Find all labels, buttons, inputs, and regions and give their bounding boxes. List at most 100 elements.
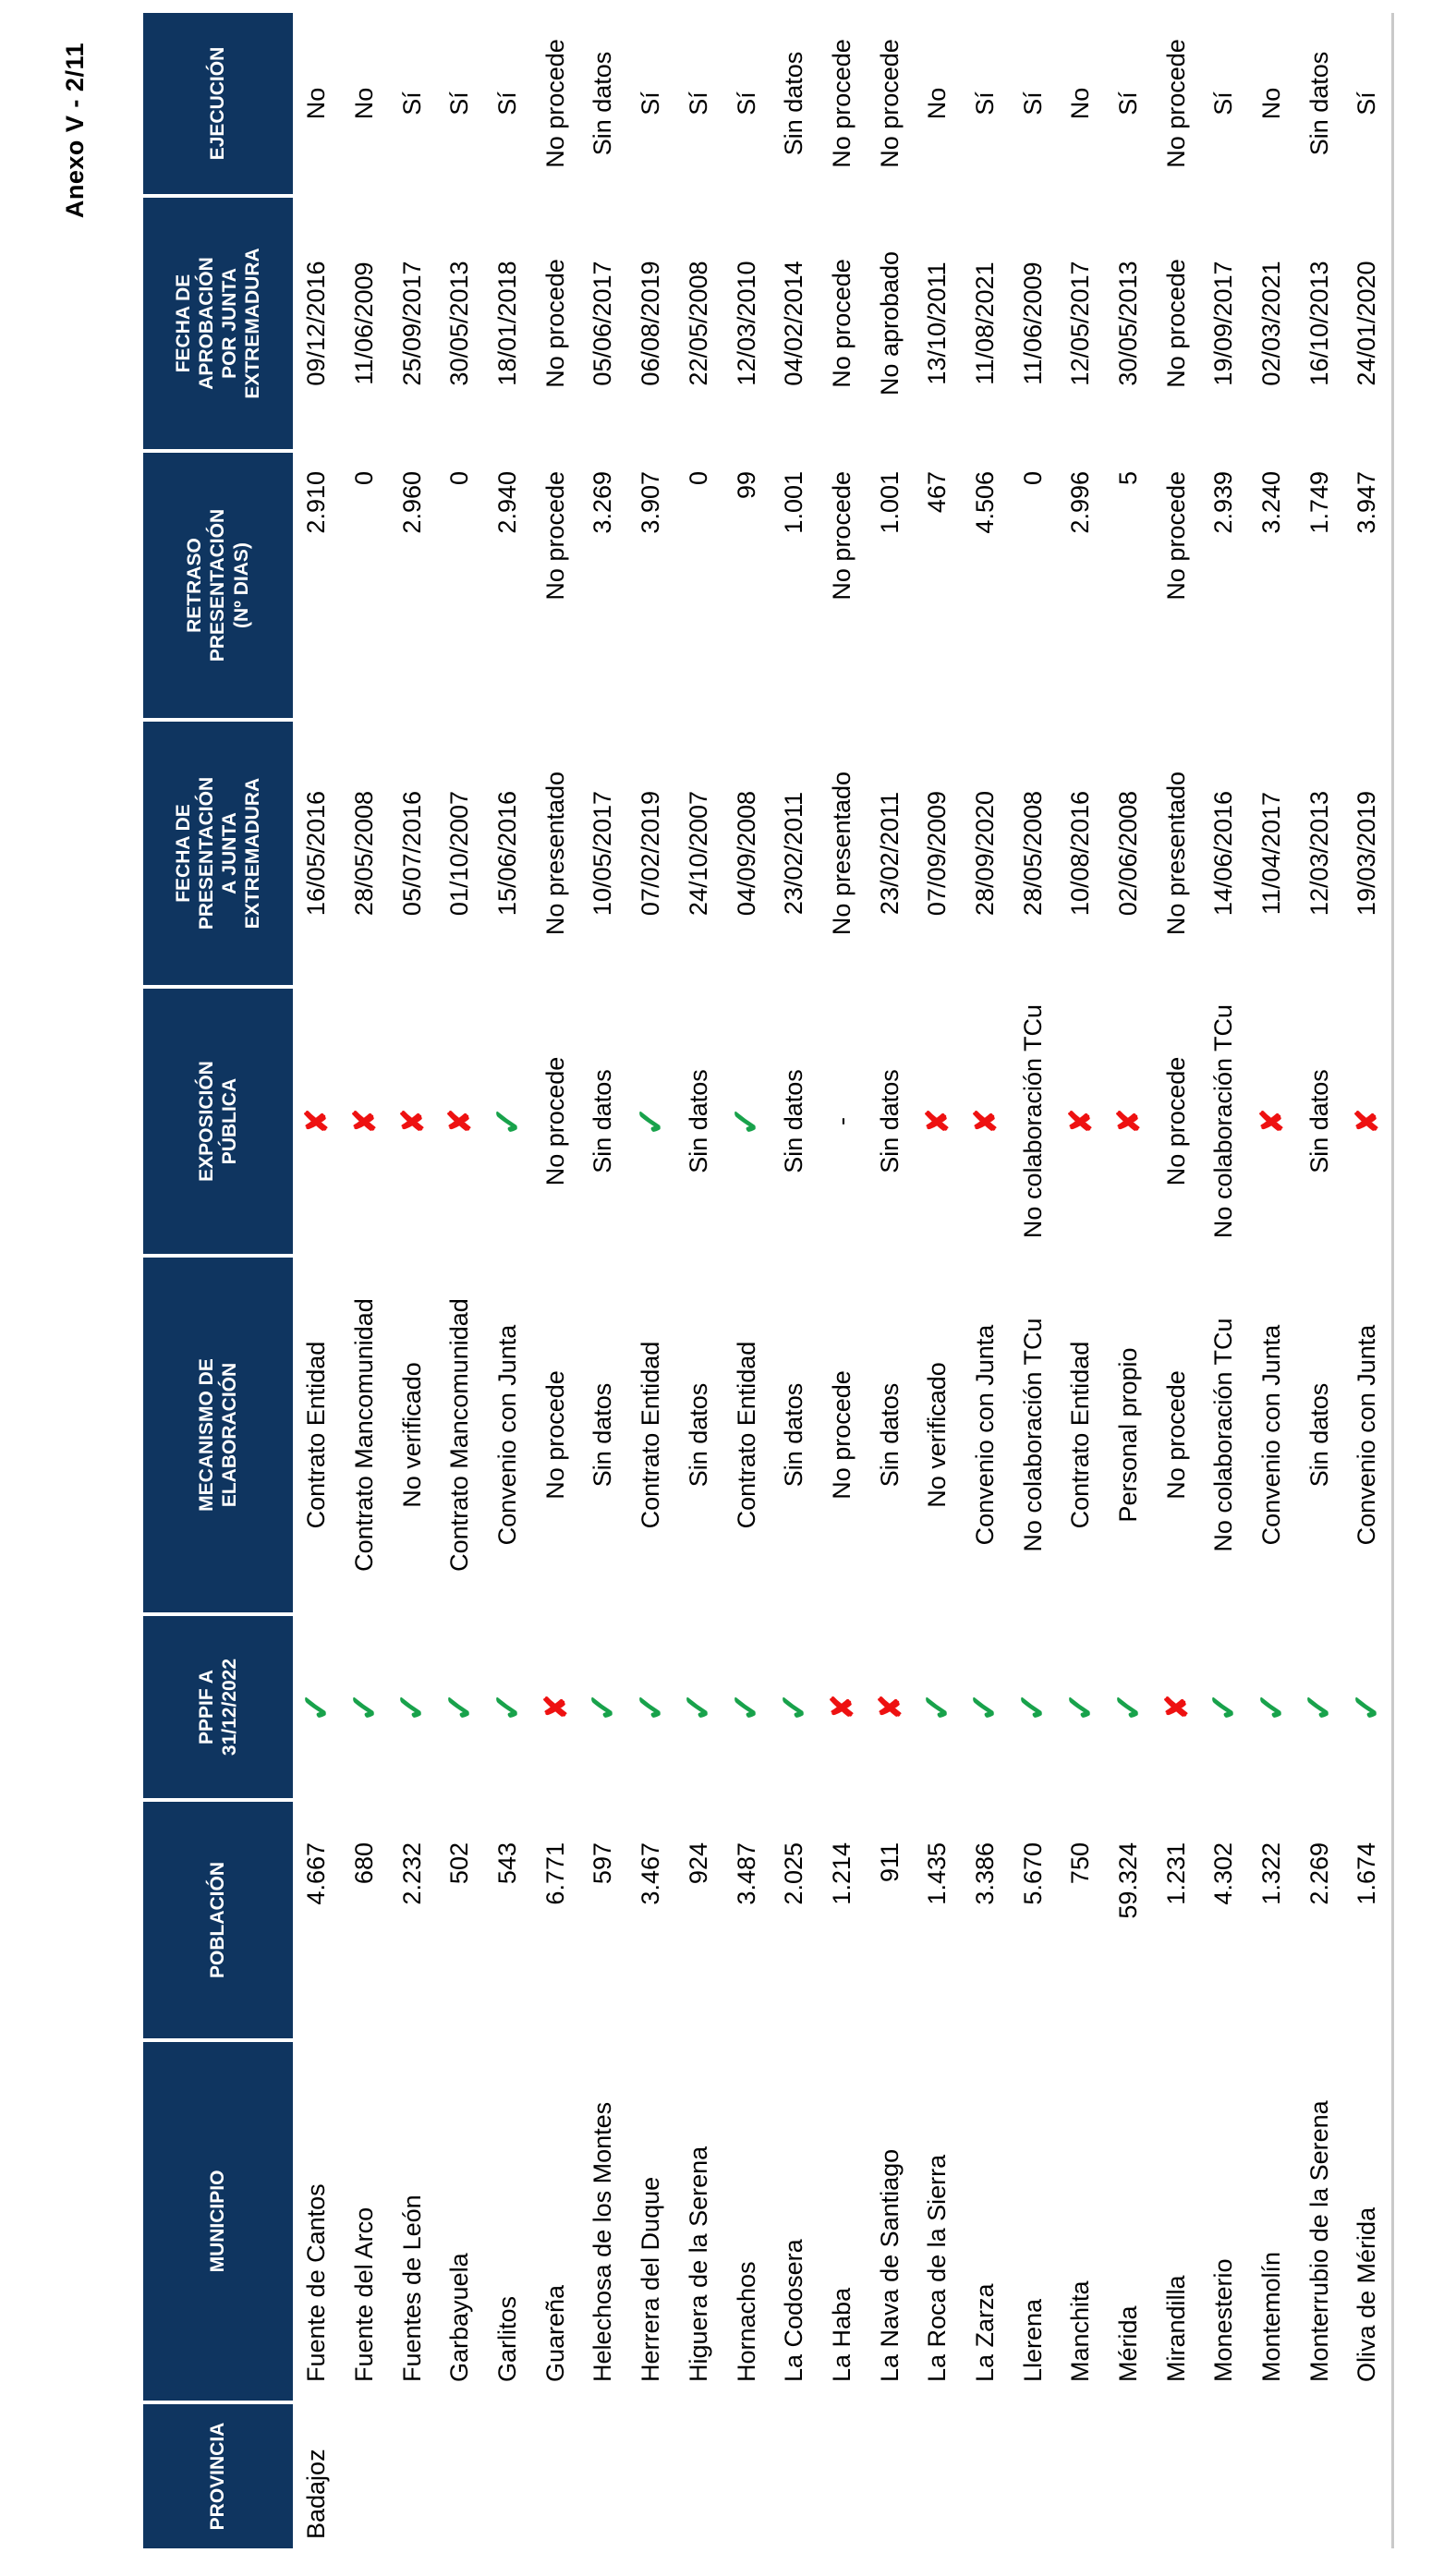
cell-ejecucion: Sí xyxy=(732,91,760,115)
cell-pppif-check-icon: ✓ xyxy=(1299,1691,1341,1723)
cell-fecha-presentacion: 16/05/2016 xyxy=(302,790,331,917)
cell-provincia xyxy=(341,2404,389,2548)
cell-fecha-presentacion: 14/06/2016 xyxy=(1209,790,1238,917)
cell-municipio: Oliva de Mérida xyxy=(1353,2206,1381,2382)
cell-exposicion: No colaboración TCu xyxy=(1209,1003,1238,1239)
cell-fecha-aprobacion: 09/12/2016 xyxy=(302,261,331,386)
table-row: La Nava de Santiago 911 ✘ Sin datos Sin … xyxy=(866,13,914,2548)
cell-pppif-check-icon: ✓ xyxy=(582,1691,624,1723)
cell-fecha-presentacion: 24/10/2007 xyxy=(684,790,712,917)
cell-fecha-presentacion: 01/10/2007 xyxy=(445,790,474,917)
cell-mecanismo: Convenio con Junta xyxy=(493,1324,522,1546)
cell-provincia xyxy=(388,2404,436,2548)
cell-retraso: 2.910 xyxy=(302,471,331,534)
cell-ejecucion: Sin datos xyxy=(588,51,617,156)
cell-municipio: Llerena xyxy=(1018,2298,1047,2382)
cell-fecha-presentacion: No presentado xyxy=(827,771,855,936)
cell-retraso: 467 xyxy=(923,471,952,514)
cell-ejecucion: Sin datos xyxy=(1304,51,1333,156)
cell-poblacion: 924 xyxy=(684,1842,712,1885)
cell-ejecucion: Sí xyxy=(445,91,474,115)
cell-pppif-check-icon: ✓ xyxy=(678,1691,720,1723)
cell-fecha-aprobacion: 05/06/2017 xyxy=(588,261,617,386)
table-row: Mirandilla 1.231 ✘ No procede No procede… xyxy=(1152,13,1200,2548)
cell-fecha-presentacion: 07/09/2009 xyxy=(923,790,952,917)
cell-pppif-check-icon: ✓ xyxy=(439,1691,480,1723)
cell-poblacion: 1.322 xyxy=(1257,1842,1286,1905)
cell-retraso: 1.001 xyxy=(875,471,904,534)
cell-poblacion: 4.302 xyxy=(1209,1842,1238,1905)
cell-exposicion-check-icon: ✓ xyxy=(487,1105,528,1137)
cell-exposicion-cross-icon: ✘ xyxy=(299,1108,334,1135)
cell-mecanismo: Contrato Entidad xyxy=(302,1341,331,1529)
cell-municipio: Mirandilla xyxy=(1161,2275,1190,2382)
cell-mecanismo: Contrato Entidad xyxy=(732,1341,760,1529)
cell-mecanismo: No procede xyxy=(540,1370,569,1500)
table-row: Monterrubio de la Serena 2.269 ✓ Sin dat… xyxy=(1295,13,1343,2548)
cell-provincia xyxy=(1152,2404,1200,2548)
cell-exposicion-cross-icon: ✘ xyxy=(967,1108,1002,1135)
cell-provincia xyxy=(675,2404,723,2548)
cell-fecha-aprobacion: 25/09/2017 xyxy=(397,261,426,386)
cell-poblacion: 750 xyxy=(1066,1842,1095,1885)
cell-provincia xyxy=(914,2404,962,2548)
cell-provincia xyxy=(627,2404,675,2548)
cell-mecanismo: Sin datos xyxy=(780,1382,808,1488)
cell-poblacion: 1.231 xyxy=(1161,1842,1190,1905)
table-row: Oliva de Mérida 1.674 ✓ Convenio con Jun… xyxy=(1343,13,1391,2548)
cell-ejecucion: No procede xyxy=(827,39,855,168)
table-row: La Codosera 2.025 ✓ Sin datos Sin datos … xyxy=(770,13,819,2548)
cell-exposicion: No procede xyxy=(1161,1056,1190,1186)
cell-poblacion: 5.670 xyxy=(1018,1842,1047,1905)
cell-mecanismo: No verificado xyxy=(923,1362,952,1508)
cell-fecha-aprobacion: 02/03/2021 xyxy=(1257,261,1286,386)
cell-municipio: Fuente del Arco xyxy=(350,2206,379,2382)
cell-ejecucion: No xyxy=(923,87,952,120)
cell-pppif-check-icon: ✓ xyxy=(1203,1691,1244,1723)
cell-municipio: Guareña xyxy=(540,2284,569,2382)
cell-fecha-presentacion: 23/02/2011 xyxy=(875,791,904,916)
cell-exposicion: No colaboración TCu xyxy=(1018,1003,1047,1239)
cell-retraso: 1.001 xyxy=(780,471,808,534)
header-cell-exposicion: EXPOSICIÓN PÚBLICA xyxy=(143,989,293,1254)
cell-poblacion: 1.435 xyxy=(923,1842,952,1905)
cell-retraso: No procede xyxy=(540,471,569,601)
cell-poblacion: 911 xyxy=(875,1842,904,1883)
cell-poblacion: 1.674 xyxy=(1353,1842,1381,1905)
cell-municipio: Manchita xyxy=(1066,2280,1095,2382)
cell-pppif-check-icon: ✓ xyxy=(1013,1691,1054,1723)
cell-provincia xyxy=(436,2404,484,2548)
table-row: Llerena 5.670 ✓ No colaboración TCu No c… xyxy=(1009,13,1057,2548)
cell-fecha-presentacion: 10/08/2016 xyxy=(1066,790,1095,917)
cell-mecanismo: Sin datos xyxy=(875,1382,904,1488)
cell-exposicion-cross-icon: ✘ xyxy=(1255,1108,1290,1135)
cell-pppif-check-icon: ✓ xyxy=(1060,1691,1101,1723)
cell-municipio: Fuente de Cantos xyxy=(302,2183,331,2382)
cell-ejecucion: Sí xyxy=(637,91,665,115)
cell-fecha-aprobacion: 30/05/2013 xyxy=(1114,261,1143,386)
cell-retraso: 0 xyxy=(684,471,712,486)
header-cell-provincia: PROVINCIA xyxy=(143,2404,293,2548)
cell-fecha-presentacion: No presentado xyxy=(1161,771,1190,936)
cell-ejecucion: Sí xyxy=(1353,91,1381,115)
cell-fecha-aprobacion: 16/10/2013 xyxy=(1304,261,1333,386)
cell-pppif-check-icon: ✓ xyxy=(630,1691,672,1723)
cell-fecha-presentacion: 12/03/2013 xyxy=(1304,790,1333,917)
table-row: Guareña 6.771 ✘ No procede No procede No… xyxy=(531,13,579,2548)
cell-fecha-aprobacion: No procede xyxy=(827,259,855,388)
cell-municipio: Montemolín xyxy=(1257,2251,1286,2382)
cell-pppif-check-icon: ✓ xyxy=(916,1691,958,1723)
cell-mecanismo: No procede xyxy=(1161,1370,1190,1500)
cell-pppif-cross-icon: ✘ xyxy=(872,1694,907,1720)
table-row: La Zarza 3.386 ✓ Convenio con Junta ✘ 28… xyxy=(962,13,1010,2548)
cell-fecha-presentacion: 05/07/2016 xyxy=(397,790,426,917)
cell-fecha-aprobacion: 30/05/2013 xyxy=(445,261,474,386)
cell-poblacion: 3.487 xyxy=(732,1842,760,1905)
cell-exposicion-cross-icon: ✘ xyxy=(347,1108,382,1135)
cell-fecha-aprobacion: 04/02/2014 xyxy=(780,261,808,386)
cell-exposicion-check-icon: ✓ xyxy=(726,1105,768,1137)
cell-municipio: Higuera de la Serena xyxy=(684,2146,712,2382)
cell-fecha-aprobacion: 11/06/2009 xyxy=(1018,261,1047,385)
cell-fecha-aprobacion: No aprobado xyxy=(875,250,904,396)
cell-provincia: Badajoz xyxy=(302,2449,331,2539)
